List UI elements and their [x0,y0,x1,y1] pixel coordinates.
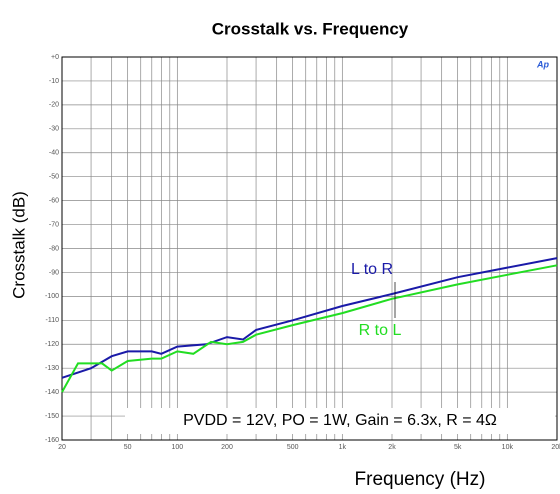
y-tick-label: -150 [45,413,59,420]
y-tick-label: -140 [45,389,59,396]
y-tick-label: -10 [49,78,59,85]
series-label: L to R [351,261,393,278]
x-tick-label: 2k [388,444,396,451]
y-tick-label: -30 [49,126,59,133]
y-tick-label: -50 [49,174,59,181]
series-label: R to L [359,322,402,339]
y-tick-label: -70 [49,221,59,228]
y-tick-label: -80 [49,245,59,252]
x-tick-label: 200 [221,444,233,451]
y-tick-label: -40 [49,150,59,157]
x-axis-label: Frequency (Hz) [355,469,486,490]
y-tick-label: -120 [45,341,59,348]
x-tick-label: 100 [171,444,183,451]
data-line [61,257,558,379]
y-tick-label: -160 [45,437,59,444]
logo: Ap [536,59,549,69]
y-tick-label: -60 [49,197,59,204]
x-tick-label: 500 [287,444,299,451]
y-axis-label: Crosstalk (dB) [9,191,28,299]
y-tick-label: -130 [45,365,59,372]
x-tick-label: 50 [124,444,132,451]
x-tick-label: 20 [58,444,66,451]
y-tick-label: -110 [46,317,60,324]
x-tick-label: 1k [339,444,347,451]
annotation-bg [125,408,555,434]
x-tick-label: 20k [551,444,560,451]
annotation: PVDD = 12V, PO = 1W, Gain = 6.3x, R = 4Ω [183,412,497,429]
x-tick-label: 5k [454,444,462,451]
y-tick-label: +0 [51,54,59,61]
data-line [61,264,558,393]
y-tick-label: -90 [49,269,59,276]
chart-title: Crosstalk vs. Frequency [212,19,409,38]
plot-border [61,56,558,441]
y-tick-label: -20 [49,102,59,109]
x-tick-label: 10k [502,444,514,451]
y-tick-label: -100 [45,293,59,300]
